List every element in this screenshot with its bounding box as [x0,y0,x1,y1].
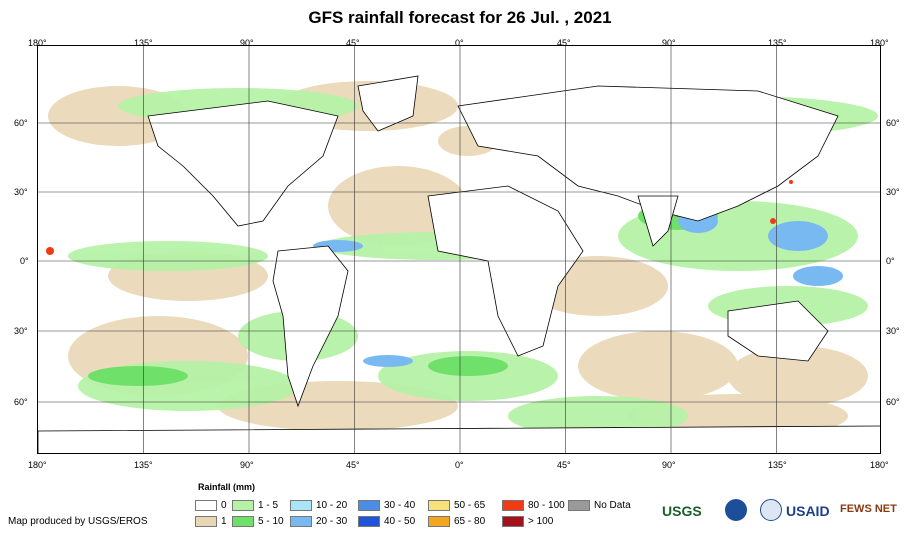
usaid-logo: USAID [786,503,830,519]
legend-item: 1 [195,516,227,527]
legend-item: 65 - 80 [428,516,485,527]
lon-label: 90° [240,38,254,48]
legend-item: 10 - 20 [290,500,347,511]
legend-label: 40 - 50 [384,516,416,528]
legend-swatch [232,516,254,527]
lon-label: 135° [134,460,153,470]
lon-label: 90° [240,460,254,470]
legend-swatch [290,516,312,527]
lat-label: 60° [886,118,900,128]
lon-label: 180° [28,38,47,48]
lat-label: 30° [886,326,900,336]
legend-swatch [568,500,590,511]
legend-label: 1 - 5 [258,500,279,512]
legend-item: 5 - 10 [232,516,284,527]
lon-label: 45° [557,38,571,48]
legend-swatch [502,516,524,527]
lon-label: 0° [455,460,464,470]
map-title: GFS rainfall forecast for 26 Jul. , 2021 [308,8,612,27]
lon-label: 45° [346,460,360,470]
legend-label: 80 - 100 [528,500,565,512]
lat-label: 60° [14,118,28,128]
noaa-logo [725,499,747,521]
legend-title: Rainfall (mm) [198,482,256,492]
legend-label: 65 - 80 [454,516,486,528]
lat-label: 30° [886,187,900,197]
legend-swatch [428,500,450,511]
legend-label: 30 - 40 [384,500,416,512]
lat-label: 0° [20,256,29,266]
legend-label: 5 - 10 [258,516,284,528]
legend-item: 1 - 5 [232,500,278,511]
legend-swatch [502,500,524,511]
lon-label: 45° [346,38,360,48]
legend-label: 50 - 65 [454,500,486,512]
legend-item: 0 [195,500,227,511]
lon-label: 45° [557,460,571,470]
lon-label: 90° [662,460,676,470]
legend-item: 20 - 30 [290,516,347,527]
legend-swatch [358,500,380,511]
lat-label: 30° [14,187,28,197]
legend-swatch [195,500,217,511]
legend-label: 20 - 30 [316,516,348,528]
credit-text: Map produced by USGS/EROS [8,516,148,527]
legend-item: 50 - 65 [428,500,485,511]
legend-label: 0 [221,500,227,512]
lon-label: 180° [870,38,889,48]
rainfall-map [37,45,881,454]
lon-label: 0° [455,38,464,48]
lat-label: 60° [886,397,900,407]
fewsnet-logo: FEWS NET [840,503,897,515]
legend-swatch [358,516,380,527]
lon-label: 135° [768,38,787,48]
lat-label: 30° [14,326,28,336]
lat-label: 60° [14,397,28,407]
legend-label: > 100 [528,516,554,528]
usaid-seal-icon [760,499,782,521]
lon-label: 135° [768,460,787,470]
lon-label: 135° [134,38,153,48]
map-canvas [38,46,880,453]
legend-swatch [428,516,450,527]
usgs-logo: USGS [662,503,702,519]
legend-label: No Data [594,500,631,512]
graticule [38,46,880,453]
legend-item: 30 - 40 [358,500,415,511]
lon-label: 180° [28,460,47,470]
lat-label: 0° [886,256,895,266]
legend-item: 40 - 50 [358,516,415,527]
legend-item: > 100 [502,516,553,527]
legend-item: No Data [568,500,631,511]
legend-item: 80 - 100 [502,500,565,511]
lon-label: 180° [870,460,889,470]
lon-label: 90° [662,38,676,48]
land-outlines [38,75,880,453]
legend-label: 1 [221,516,227,528]
legend-label: 10 - 20 [316,500,348,512]
legend-swatch [195,516,217,527]
legend-swatch [232,500,254,511]
legend-swatch [290,500,312,511]
